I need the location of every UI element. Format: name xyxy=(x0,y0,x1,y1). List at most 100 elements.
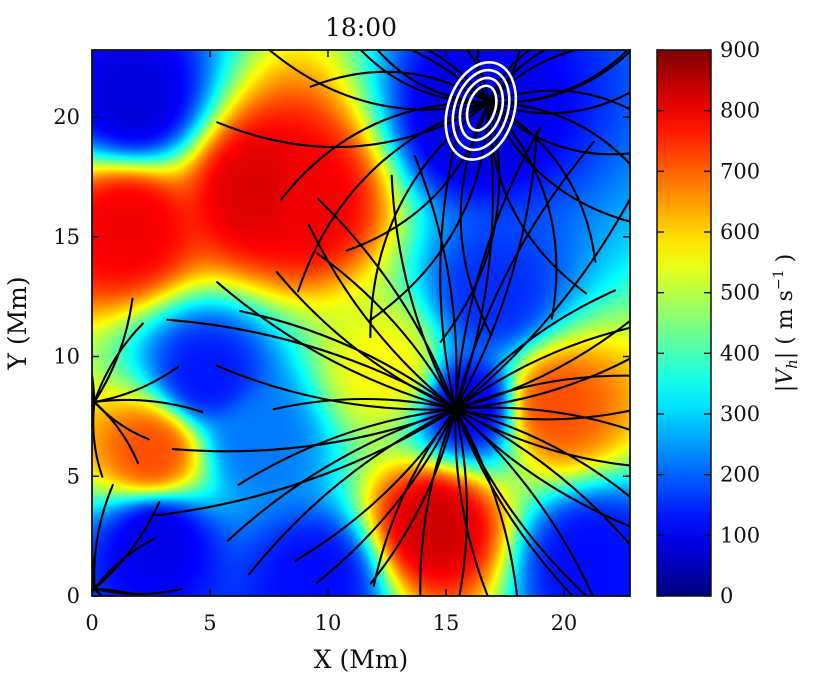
plot-frame xyxy=(91,49,631,597)
streamline xyxy=(92,587,96,596)
streamline xyxy=(419,408,457,596)
streamline xyxy=(93,537,155,590)
streamline xyxy=(93,587,146,596)
streamline xyxy=(454,408,630,499)
streamlines xyxy=(92,50,630,596)
streamline xyxy=(294,408,457,562)
streamline xyxy=(454,408,595,596)
streamline xyxy=(439,140,457,411)
streamline xyxy=(272,397,457,411)
streamline xyxy=(454,406,630,431)
y-axis-label: Y (Mm) xyxy=(3,276,32,370)
colorbar-label: |Vh| ( m s−1 ) xyxy=(771,254,801,392)
contour-level xyxy=(451,68,511,152)
streamline xyxy=(487,101,630,156)
streamline xyxy=(454,408,575,596)
y-tick-label: 10 xyxy=(53,345,80,369)
streamline xyxy=(454,408,468,596)
streamline xyxy=(487,50,581,104)
streamline xyxy=(216,101,490,149)
streamline xyxy=(454,127,542,411)
colorbar-tick-label: 500 xyxy=(720,281,760,305)
streamline xyxy=(425,50,490,104)
streamline xyxy=(439,101,501,343)
streamline xyxy=(413,155,458,411)
x-tick-label: 15 xyxy=(433,611,460,635)
streamline xyxy=(487,101,597,263)
colorbar-tick-label: 900 xyxy=(720,38,760,62)
streamline xyxy=(308,224,457,411)
streamline xyxy=(345,101,490,252)
streamline xyxy=(487,101,630,166)
streamline xyxy=(316,408,457,584)
x-axis: 0 5 10 15 20 xyxy=(85,50,577,635)
streamline xyxy=(359,50,490,104)
contour-level xyxy=(458,76,505,142)
streamline xyxy=(454,289,617,411)
colorbar-tick-label: 200 xyxy=(720,463,760,487)
streamline xyxy=(454,374,630,411)
x-tick-label: 10 xyxy=(315,611,342,635)
streamline xyxy=(454,408,630,421)
streamline xyxy=(369,408,457,585)
streamline xyxy=(93,483,114,590)
streamline xyxy=(454,140,595,411)
contour-level xyxy=(465,84,498,132)
streamline xyxy=(280,101,490,201)
streamline xyxy=(487,50,630,104)
chart-title: 18:00 xyxy=(325,13,397,42)
y-axis: 0 5 10 15 20 xyxy=(53,105,630,608)
streamline xyxy=(93,587,184,595)
streamline xyxy=(215,364,457,411)
streamline xyxy=(465,50,490,104)
colorbar-tick-label: 400 xyxy=(720,341,760,365)
colorbar-tick-label: 0 xyxy=(720,584,733,608)
streamline xyxy=(454,326,630,411)
colorbar-tick-label: 800 xyxy=(720,99,760,123)
streamline xyxy=(93,501,161,590)
streamline xyxy=(93,587,103,596)
streamline xyxy=(316,252,457,411)
colorbar-ticks: 0 100 200 300 400 500 600 700 800 900 xyxy=(657,38,760,608)
x-tick-label: 0 xyxy=(85,611,98,635)
streamline xyxy=(317,198,457,411)
streamline xyxy=(93,400,140,465)
streamline xyxy=(476,50,490,104)
streamline xyxy=(216,281,457,411)
streamline xyxy=(154,408,457,517)
streamline xyxy=(239,310,457,411)
streamline xyxy=(454,130,494,411)
streamline xyxy=(454,196,630,411)
streamline xyxy=(487,101,558,320)
y-tick-label: 0 xyxy=(67,584,80,608)
streamline xyxy=(454,357,630,411)
colorbar xyxy=(656,49,712,597)
y-tick-label: 20 xyxy=(53,105,80,129)
y-tick-label: 15 xyxy=(53,225,80,249)
contour-level xyxy=(444,60,518,161)
streamline xyxy=(247,408,457,576)
colorbar-tick-label: 700 xyxy=(720,159,760,183)
streamline xyxy=(267,50,490,111)
x-tick-label: 20 xyxy=(551,611,578,635)
streamline xyxy=(92,369,96,404)
intensity-contours xyxy=(444,60,518,161)
streamline xyxy=(171,408,457,453)
colorbar-tick-label: 100 xyxy=(720,523,760,547)
streamline xyxy=(92,400,96,427)
streamline xyxy=(390,174,457,411)
streamline xyxy=(454,408,519,596)
y-tick-label: 5 xyxy=(67,464,80,488)
streamline xyxy=(93,398,204,414)
streamline xyxy=(454,408,489,596)
streamline xyxy=(454,319,630,411)
x-tick-label: 5 xyxy=(203,611,216,635)
streamline xyxy=(93,322,144,404)
streamline xyxy=(454,408,589,596)
colorbar-tick-label: 600 xyxy=(720,220,760,244)
colorbar-tick-label: 300 xyxy=(720,402,760,426)
x-axis-label: X (Mm) xyxy=(314,645,409,674)
streamline xyxy=(92,400,96,409)
streamline xyxy=(237,408,457,486)
